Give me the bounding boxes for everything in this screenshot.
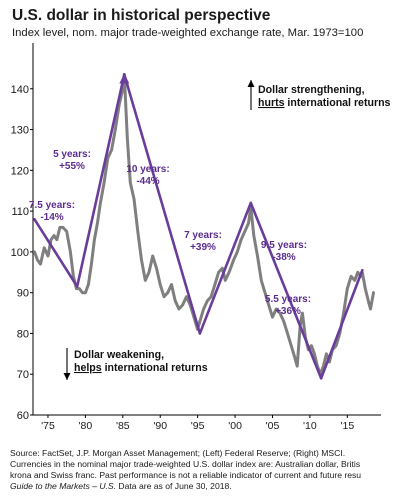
annotation-line1: Dollar strengthening,: [258, 84, 365, 96]
trend-label: 5.5 years:: [265, 294, 311, 305]
x-tick-label: '80: [79, 420, 93, 430]
trend-line: [319, 268, 364, 380]
y-tick-label: 90: [17, 288, 29, 300]
trend-line: [198, 201, 253, 335]
annotation-rest: international returns: [284, 97, 390, 109]
trend-line: [249, 201, 323, 380]
footnote-currencies: Currencies in the nominal major trade-we…: [10, 459, 361, 469]
annotation-arrowhead: [247, 80, 255, 87]
x-tick-label: '00: [228, 420, 242, 430]
y-tick-label: 130: [11, 125, 29, 137]
y-tick-label: 70: [17, 369, 29, 381]
footnote-data-date: Guide to the Markets – U.S. Data are as …: [10, 481, 403, 491]
trend-label: 9.5 years:: [261, 240, 307, 251]
dollar-index-line: [33, 73, 375, 376]
dollar-index-chart: 60 70 80 90 100 110 120 130 140 '75 '80 '85 '90 '95 '0…: [11, 43, 391, 430]
trend-line: [75, 73, 126, 288]
annotation-rest: international returns: [102, 362, 208, 374]
y-tick-label: 80: [17, 328, 29, 340]
annotation-line1: Dollar weakening,: [74, 349, 164, 361]
trend-label: 7 years:: [184, 230, 222, 241]
footnote-source: Source: FactSet, J.P. Morgan Asset Manag…: [10, 448, 346, 458]
trend-label: +39%: [190, 242, 216, 253]
chart-title: U.S. dollar in historical perspective: [12, 7, 271, 24]
y-tick-label: 140: [11, 84, 29, 96]
trend-label: 5 years:: [53, 149, 91, 160]
annotation-line2: hurts international returns: [258, 97, 391, 109]
trend-label: -44%: [136, 176, 159, 187]
annotation-line2: helps international returns: [74, 362, 208, 374]
y-tick-label: 100: [11, 247, 29, 259]
annotation-arrowhead: [63, 373, 71, 380]
trend-label: +55%: [59, 161, 85, 172]
trend-line: [33, 217, 79, 288]
x-tick-label: '95: [191, 420, 205, 430]
series-layer: [33, 73, 375, 376]
x-tick-label: '75: [41, 420, 55, 430]
trend-line: [123, 73, 202, 335]
peak-marker: [119, 73, 130, 84]
x-tick-label: '85: [116, 420, 130, 430]
x-tick-label: '15: [340, 420, 354, 430]
trend-label: -14%: [40, 212, 63, 223]
y-tick-label: 60: [17, 410, 29, 422]
annotation-emphasis: hurts: [258, 97, 285, 109]
trend-label: -38%: [272, 252, 295, 263]
footnote-date-text: Data are as of June 30, 2018.: [116, 481, 232, 491]
annotation-layer: Dollar strengthening,hurts international…: [63, 80, 391, 380]
axes: 60 70 80 90 100 110 120 130 140 '75 '80 '85 '90 '95 '0…: [11, 43, 381, 430]
trend-label: +36%: [275, 306, 301, 317]
x-tick-label: '90: [153, 420, 167, 430]
y-tick-label: 110: [11, 206, 29, 218]
x-tick-label: '10: [303, 420, 317, 430]
y-tick-label: 120: [11, 165, 29, 177]
trend-layer: 7.5 years:-14% 5 years:+55% 10 years:-44% 7…: [29, 73, 364, 380]
x-tick-label: '05: [266, 420, 280, 430]
trend-label: 10 years:: [126, 164, 169, 175]
chart-subtitle: Index level, nom. major trade-weighted e…: [12, 27, 364, 39]
annotation-emphasis: helps: [74, 362, 102, 374]
trend-label: 7.5 years:: [29, 200, 75, 211]
footnote-guide-title: Guide to the Markets – U.S.: [10, 481, 117, 491]
footnote-performance: krona and Swiss franc. Past performance …: [10, 470, 362, 480]
